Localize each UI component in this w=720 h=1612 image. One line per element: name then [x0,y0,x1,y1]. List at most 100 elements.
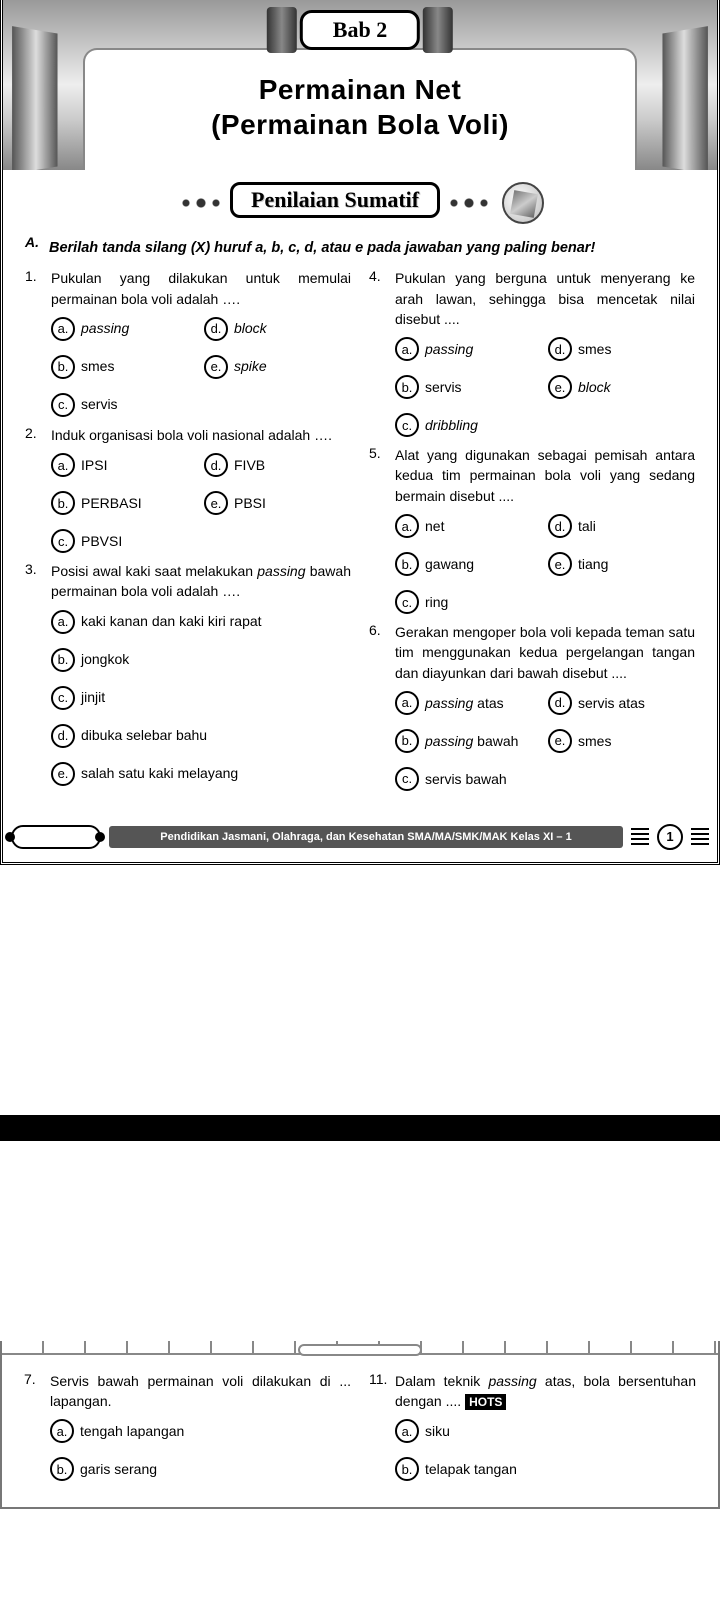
option[interactable]: c.servis bawah [395,767,542,791]
content-area: A. Berilah tanda silang (X) huruf a, b, … [3,230,717,811]
option-bubble[interactable]: b. [51,648,75,672]
page-gap [0,865,720,1115]
option-bubble[interactable]: e. [548,375,572,399]
option[interactable]: a. net [395,514,542,538]
option[interactable]: e.block [548,375,695,399]
option-bubble[interactable]: a. [50,1419,74,1443]
question-number: 3. [25,561,51,800]
option-bubble[interactable]: b. [50,1457,74,1481]
option-bubble[interactable]: a. [395,691,419,715]
option[interactable]: d.smes [548,337,695,361]
question-text: Pukulan yang berguna untuk menyerang ke … [395,268,695,329]
option-bubble[interactable]: c. [395,413,419,437]
option[interactable]: d.tali [548,514,695,538]
option[interactable]: a.IPSI [51,453,198,477]
option-bubble[interactable]: b. [395,1457,419,1481]
option[interactable]: c.servis [51,393,198,417]
question-text: Pukulan yang dilakukan untuk memulai per… [51,268,351,309]
option[interactable]: a. tengah lapangan [50,1419,351,1443]
option-bubble[interactable]: e. [204,355,228,379]
ornament-right [444,190,494,216]
option[interactable]: c. PBVSI [51,529,198,553]
footer-text: Pendidikan Jasmani, Olahraga, dan Keseha… [109,826,623,848]
books-icon [502,182,544,224]
option[interactable]: d.dibuka selebar bahu [51,724,351,748]
footer-page-number: 1 [657,824,683,850]
footer-slot [11,825,101,849]
page2-top-ornament [2,1341,718,1355]
option-bubble[interactable]: d. [204,317,228,341]
option-bubble[interactable]: c. [395,767,419,791]
option-bubble[interactable]: d. [548,337,572,361]
option[interactable]: b. smes [51,355,198,379]
option-label: PBVSI [81,533,122,550]
option-bubble[interactable]: a. [395,514,419,538]
option-label: tengah lapangan [80,1423,184,1440]
option[interactable]: b. gawang [395,552,542,576]
option[interactable]: d.FIVB [204,453,351,477]
option[interactable]: e.spike [204,355,351,379]
option-bubble[interactable]: c. [51,686,75,710]
option[interactable]: b. telapak tangan [395,1457,696,1481]
option-bubble[interactable]: c. [395,590,419,614]
option-label: passing bawah [425,733,518,750]
chapter-title-card: Permainan Net (Permainan Bola Voli) [83,48,637,170]
option-bubble[interactable]: b. [51,355,75,379]
header-pillar-left [12,26,57,170]
option-label: net [425,518,444,535]
option[interactable]: a.siku [395,1419,696,1443]
option-bubble[interactable]: d. [548,691,572,715]
option-bubble[interactable]: b. [395,729,419,753]
question-text: Gerakan mengoper bola voli kepada teman … [395,622,695,683]
option[interactable]: c. ring [395,590,542,614]
option[interactable]: d.servis atas [548,691,695,715]
option[interactable]: d.block [204,317,351,341]
option-label: passing [81,320,129,337]
options: a. tengah lapangan b.garis serang [50,1419,351,1481]
option-bubble[interactable]: a. [51,453,75,477]
option[interactable]: b.servis [395,375,542,399]
option-bubble[interactable]: e. [51,762,75,786]
option-bubble[interactable]: a. [51,317,75,341]
instruction-text: Berilah tanda silang (X) huruf a, b, c, … [49,240,695,256]
question: 6.Gerakan mengoper bola voli kepada tema… [369,622,695,791]
header-pillar-right [662,26,707,170]
question-number: 11. [369,1371,395,1496]
option-bubble[interactable]: e. [548,552,572,576]
option[interactable]: c.dribbling [395,413,542,437]
option[interactable]: c.jinjit [51,686,351,710]
option-label: gawang [425,556,474,573]
option[interactable]: e.salah satu kaki melayang [51,762,351,786]
option-bubble[interactable]: b. [51,491,75,515]
option-label: smes [81,358,114,375]
option-bubble[interactable]: c. [51,393,75,417]
option[interactable]: a. passing [51,317,198,341]
option[interactable]: e.smes [548,729,695,753]
option[interactable]: a.passing atas [395,691,542,715]
option-bubble[interactable]: e. [548,729,572,753]
option-bubble[interactable]: d. [51,724,75,748]
option[interactable]: a.kaki kanan dan kaki kiri rapat [51,610,351,634]
option-label: ring [425,594,448,611]
option[interactable]: b.PERBASI [51,491,198,515]
option[interactable]: a.passing [395,337,542,361]
option-bubble[interactable]: a. [395,1419,419,1443]
assessment-header: Penilaian Sumatif [3,182,717,224]
option[interactable]: b. passing bawah [395,729,542,753]
options: a.passingd.smesb.servise.blockc.dribblin… [395,337,695,437]
option-bubble[interactable]: a. [395,337,419,361]
question-text: Induk organisasi bola voli nasional adal… [51,425,351,445]
option-label: telapak tangan [425,1461,517,1478]
option-bubble[interactable]: d. [204,453,228,477]
option-bubble[interactable]: c. [51,529,75,553]
option-bubble[interactable]: a. [51,610,75,634]
option[interactable]: b.garis serang [50,1457,351,1481]
option-bubble[interactable]: b. [395,552,419,576]
option[interactable]: e.PBSI [204,491,351,515]
option-bubble[interactable]: d. [548,514,572,538]
option[interactable]: e.tiang [548,552,695,576]
option-bubble[interactable]: b. [395,375,419,399]
option[interactable]: b.jongkok [51,648,351,672]
option-bubble[interactable]: e. [204,491,228,515]
question-number: 4. [369,268,395,437]
